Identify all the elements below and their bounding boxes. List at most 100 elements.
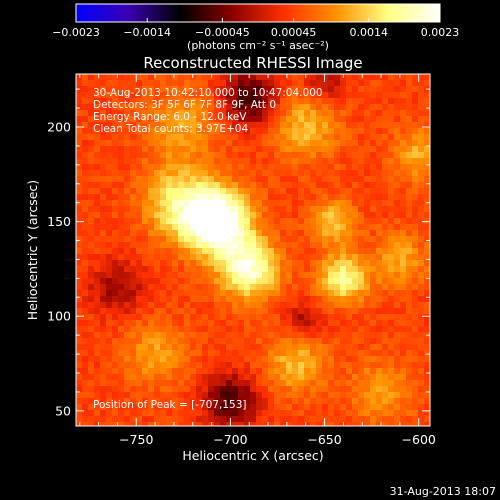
heatmap-cell bbox=[172, 362, 179, 369]
heatmap-cell bbox=[208, 176, 215, 183]
heatmap-cell bbox=[76, 206, 83, 213]
heatmap-cell bbox=[184, 116, 191, 123]
heatmap-cell bbox=[130, 182, 137, 189]
heatmap-cell bbox=[340, 236, 347, 243]
heatmap-cell bbox=[256, 416, 263, 423]
heatmap-cell bbox=[328, 422, 335, 426]
heatmap-cell bbox=[112, 116, 119, 123]
heatmap-cell bbox=[400, 224, 407, 231]
heatmap-cell bbox=[400, 176, 407, 183]
heatmap-cell bbox=[178, 302, 185, 309]
heatmap-cell bbox=[226, 206, 233, 213]
heatmap-cell bbox=[202, 368, 209, 375]
heatmap-cell bbox=[94, 194, 101, 201]
heatmap-cell bbox=[106, 398, 113, 405]
heatmap-cell bbox=[304, 92, 311, 99]
heatmap-cell bbox=[298, 230, 305, 237]
heatmap-cell bbox=[322, 404, 329, 411]
heatmap-cell bbox=[370, 164, 377, 171]
heatmap-cell bbox=[82, 98, 89, 105]
heatmap-cell bbox=[226, 272, 233, 279]
heatmap-cell bbox=[202, 254, 209, 261]
heatmap-cell bbox=[220, 254, 227, 261]
heatmap-cell bbox=[82, 122, 89, 129]
heatmap-cell bbox=[172, 368, 179, 375]
heatmap-cell bbox=[370, 254, 377, 261]
heatmap-cell bbox=[220, 140, 227, 147]
heatmap-cell bbox=[214, 278, 221, 285]
heatmap-cell bbox=[208, 140, 215, 147]
heatmap-cell bbox=[358, 398, 365, 405]
heatmap-cell bbox=[172, 134, 179, 141]
heatmap-cell bbox=[202, 272, 209, 279]
heatmap-cell bbox=[196, 230, 203, 237]
heatmap-cell bbox=[364, 296, 371, 303]
heatmap-cell bbox=[322, 212, 329, 219]
heatmap-cell bbox=[298, 344, 305, 351]
heatmap-cell bbox=[418, 332, 425, 339]
heatmap-cell bbox=[418, 116, 425, 123]
heatmap-cell bbox=[286, 146, 293, 153]
heatmap-cell bbox=[316, 296, 323, 303]
heatmap-cell bbox=[256, 146, 263, 153]
heatmap-cell bbox=[166, 386, 173, 393]
heatmap-cell bbox=[370, 278, 377, 285]
heatmap-cell bbox=[124, 302, 131, 309]
x-tick-label: −650 bbox=[307, 432, 341, 447]
heatmap-cell bbox=[328, 122, 335, 129]
heatmap-cell bbox=[262, 254, 269, 261]
heatmap-cell bbox=[298, 104, 305, 111]
heatmap-cell bbox=[406, 236, 413, 243]
heatmap-cell bbox=[364, 410, 371, 417]
heatmap-cell bbox=[196, 260, 203, 267]
heatmap-cell bbox=[400, 164, 407, 171]
heatmap-cell bbox=[256, 128, 263, 135]
heatmap-cell bbox=[148, 104, 155, 111]
heatmap-cell bbox=[394, 134, 401, 141]
heatmap-cell bbox=[346, 260, 353, 267]
heatmap-cell bbox=[292, 122, 299, 129]
heatmap-cell bbox=[406, 356, 413, 363]
heatmap-cell bbox=[358, 104, 365, 111]
heatmap-cell bbox=[130, 308, 137, 315]
heatmap-cell bbox=[388, 338, 395, 345]
heatmap-cell bbox=[88, 404, 95, 411]
heatmap-cell bbox=[190, 398, 197, 405]
heatmap-cell bbox=[106, 128, 113, 135]
heatmap-cell bbox=[226, 242, 233, 249]
heatmap-cell bbox=[76, 410, 83, 417]
heatmap-cell bbox=[394, 284, 401, 291]
heatmap-cell bbox=[166, 278, 173, 285]
heatmap-cell bbox=[250, 92, 257, 99]
heatmap-cell bbox=[352, 404, 359, 411]
heatmap-cell bbox=[130, 416, 137, 423]
heatmap-cell bbox=[364, 206, 371, 213]
heatmap-cell bbox=[208, 296, 215, 303]
heatmap-cell bbox=[124, 98, 131, 105]
heatmap-cell bbox=[226, 194, 233, 201]
heatmap-cell bbox=[136, 182, 143, 189]
heatmap-cell bbox=[94, 422, 101, 426]
heatmap-cell bbox=[286, 200, 293, 207]
heatmap-cell bbox=[370, 368, 377, 375]
heatmap-cell bbox=[310, 176, 317, 183]
heatmap-cell bbox=[226, 104, 233, 111]
heatmap-cell bbox=[238, 356, 245, 363]
heatmap-cell bbox=[178, 158, 185, 165]
heatmap-cell bbox=[340, 176, 347, 183]
heatmap-cell bbox=[190, 110, 197, 117]
heatmap-cell bbox=[400, 344, 407, 351]
heatmap-cell bbox=[226, 140, 233, 147]
heatmap-cell bbox=[232, 212, 239, 219]
heatmap-cell bbox=[262, 338, 269, 345]
heatmap-cell bbox=[310, 110, 317, 117]
heatmap-cell bbox=[250, 392, 257, 399]
heatmap-cell bbox=[358, 194, 365, 201]
heatmap-cell bbox=[262, 362, 269, 369]
heatmap-cell bbox=[178, 350, 185, 357]
heatmap-cell bbox=[142, 278, 149, 285]
heatmap-cell bbox=[142, 404, 149, 411]
heatmap-cell bbox=[190, 74, 197, 81]
heatmap-cell bbox=[160, 308, 167, 315]
heatmap-cell bbox=[256, 200, 263, 207]
